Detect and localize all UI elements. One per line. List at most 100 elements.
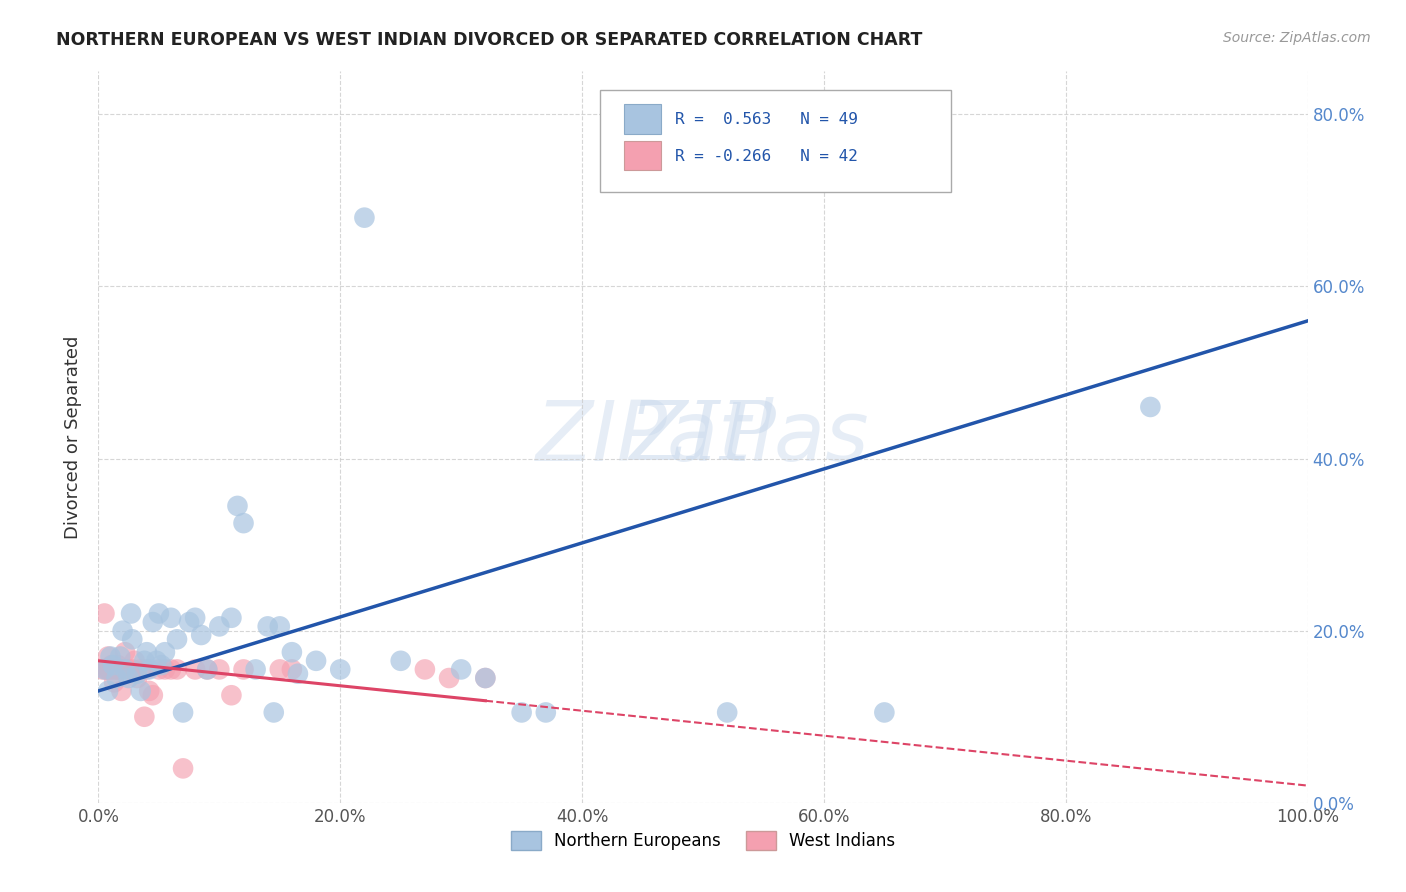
Point	[166, 632, 188, 647]
Point	[269, 662, 291, 676]
Point	[114, 645, 136, 659]
Point	[437, 671, 460, 685]
Text: NORTHERN EUROPEAN VS WEST INDIAN DIVORCED OR SEPARATED CORRELATION CHART: NORTHERN EUROPEAN VS WEST INDIAN DIVORCE…	[56, 31, 922, 49]
Point	[190, 628, 212, 642]
Point	[287, 666, 309, 681]
Point	[160, 662, 183, 676]
Point	[474, 671, 496, 685]
Point	[94, 662, 117, 676]
Point	[245, 662, 267, 676]
Point	[145, 654, 167, 668]
Point	[172, 761, 194, 775]
Point	[105, 662, 128, 676]
Point	[148, 662, 170, 676]
Point	[329, 662, 352, 676]
Point	[208, 662, 231, 676]
Point	[142, 688, 165, 702]
Point	[93, 607, 115, 621]
Point	[100, 649, 122, 664]
FancyBboxPatch shape	[600, 90, 950, 192]
Point	[120, 607, 142, 621]
Point	[389, 654, 412, 668]
Point	[105, 671, 128, 685]
Point	[101, 658, 124, 673]
Point	[129, 662, 152, 676]
Point	[142, 615, 165, 629]
Point	[124, 654, 146, 668]
Point	[263, 706, 285, 720]
Point	[97, 649, 120, 664]
Point	[208, 619, 231, 633]
Point	[93, 662, 115, 676]
Point	[97, 684, 120, 698]
Point	[104, 662, 127, 676]
Point	[195, 662, 218, 676]
Point	[873, 706, 896, 720]
Point	[134, 654, 156, 668]
Point	[281, 645, 304, 659]
Point	[118, 671, 141, 685]
Point	[166, 662, 188, 676]
Point	[269, 619, 291, 633]
Point	[195, 662, 218, 676]
Point	[256, 619, 278, 633]
Point	[127, 671, 149, 685]
Point	[1139, 400, 1161, 414]
Text: ZIP: ZIP	[630, 397, 776, 477]
Point	[474, 671, 496, 685]
Point	[135, 662, 157, 676]
Text: R =  0.563   N = 49: R = 0.563 N = 49	[675, 112, 858, 128]
Point	[108, 649, 131, 664]
Point	[150, 658, 173, 673]
Text: Source: ZipAtlas.com: Source: ZipAtlas.com	[1223, 31, 1371, 45]
Point	[107, 658, 129, 673]
Point	[510, 706, 533, 720]
Point	[716, 706, 738, 720]
Point	[221, 688, 243, 702]
Point	[108, 662, 131, 676]
Point	[100, 662, 122, 676]
Point	[91, 662, 114, 676]
Point	[101, 662, 124, 676]
Point	[184, 662, 207, 676]
Point	[111, 624, 134, 638]
Point	[103, 675, 125, 690]
Point	[118, 662, 141, 676]
Point	[305, 654, 328, 668]
Y-axis label: Divorced or Separated: Divorced or Separated	[65, 335, 83, 539]
Point	[148, 607, 170, 621]
Point	[353, 211, 375, 225]
Point	[281, 662, 304, 676]
Point	[121, 662, 143, 676]
Point	[221, 611, 243, 625]
Point	[160, 611, 183, 625]
Text: R = -0.266   N = 42: R = -0.266 N = 42	[675, 149, 858, 164]
Bar	[624, 141, 661, 170]
Point	[127, 666, 149, 681]
Point	[232, 516, 254, 530]
Point	[129, 684, 152, 698]
Point	[135, 645, 157, 659]
Point	[232, 662, 254, 676]
Point	[111, 662, 134, 676]
Text: ZIPatlas: ZIPatlas	[536, 397, 870, 477]
Point	[413, 662, 436, 676]
Point	[121, 632, 143, 647]
Point	[138, 684, 160, 698]
Legend: Northern Europeans, West Indians: Northern Europeans, West Indians	[505, 824, 901, 856]
Point	[108, 662, 131, 676]
Point	[114, 662, 136, 676]
Bar	[624, 104, 661, 134]
Point	[134, 710, 156, 724]
Point	[98, 662, 121, 676]
Point	[153, 662, 176, 676]
Point	[153, 645, 176, 659]
Point	[100, 658, 122, 673]
Point	[226, 499, 249, 513]
Point	[450, 662, 472, 676]
Point	[138, 662, 160, 676]
Point	[534, 706, 557, 720]
Point	[179, 615, 201, 629]
Point	[110, 684, 132, 698]
Point	[96, 662, 118, 676]
